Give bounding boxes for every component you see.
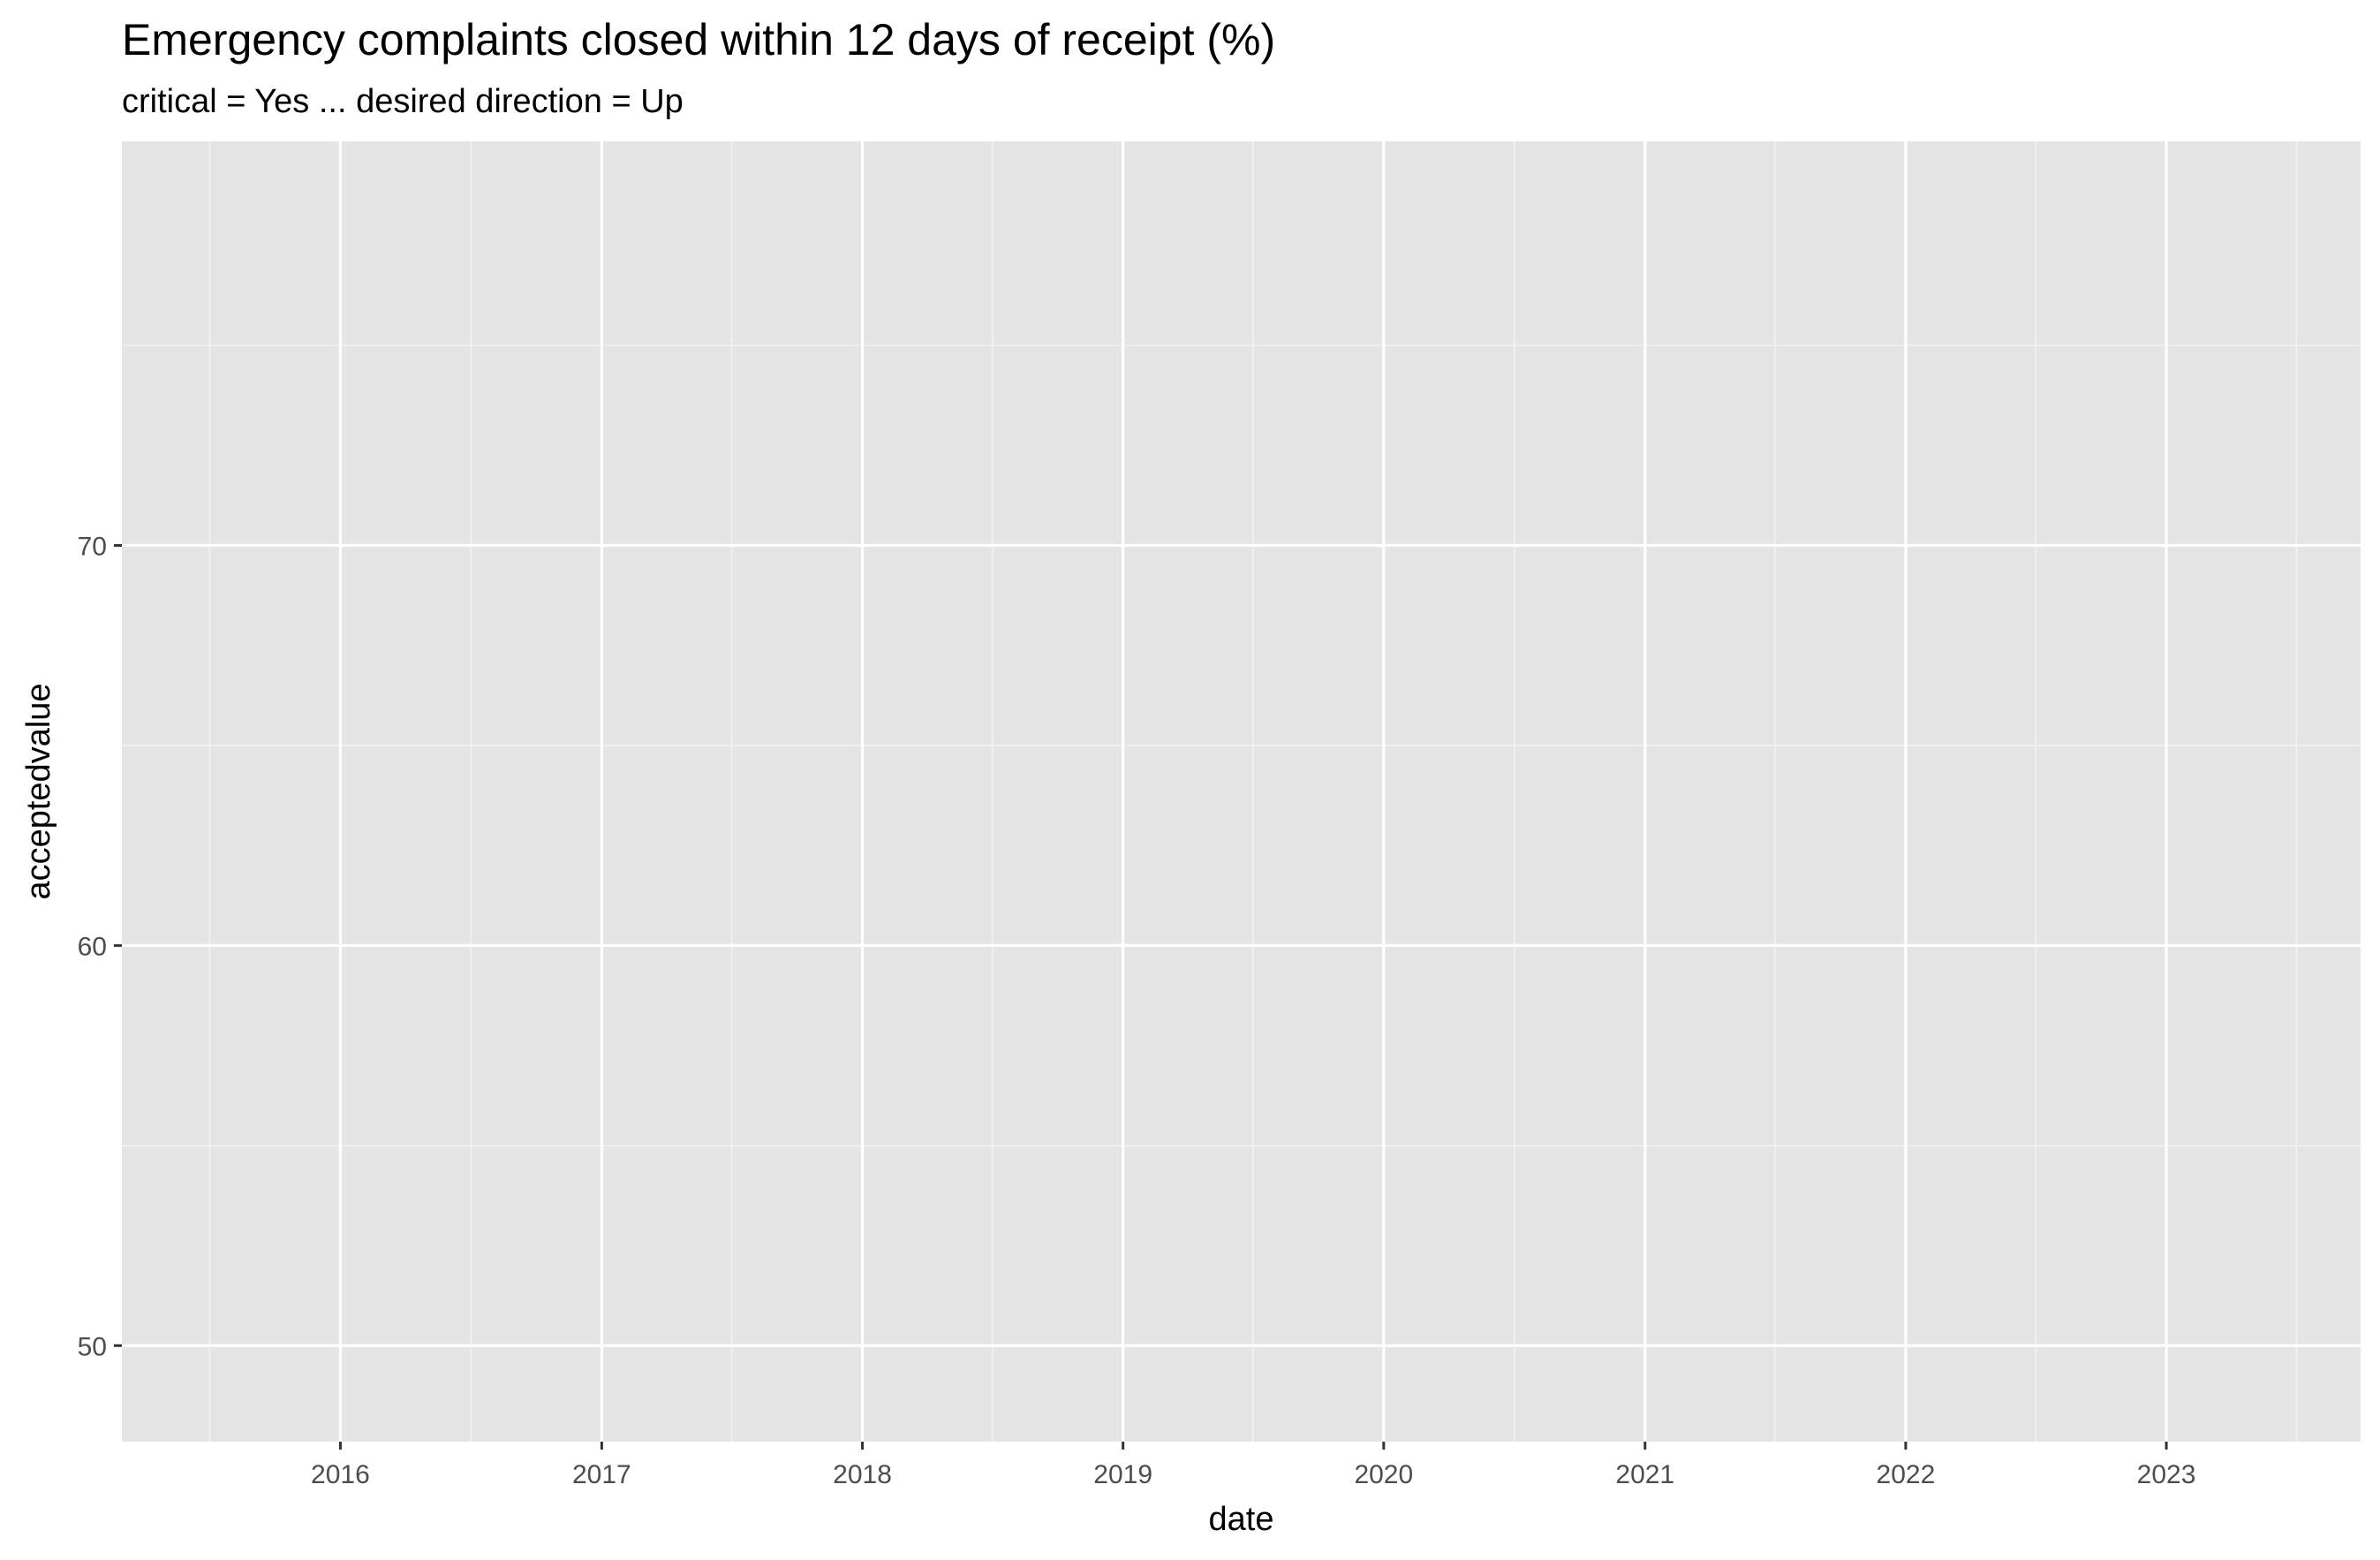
chart-subtitle: critical = Yes ... desired direction = U… <box>122 83 684 120</box>
x-tick-label: 2021 <box>1615 1460 1674 1489</box>
y-axis-title: acceptedvalue <box>20 683 57 899</box>
x-tick-label: 2017 <box>572 1460 631 1489</box>
major-gridlines <box>122 141 2361 1442</box>
x-axis-title: date <box>1209 1501 1274 1538</box>
x-tick-label: 2022 <box>1877 1460 1936 1489</box>
plot-panel <box>122 141 2361 1442</box>
x-tick-label: 2020 <box>1354 1460 1413 1489</box>
y-tick-label: 70 <box>78 532 107 561</box>
x-tick-label: 2018 <box>833 1460 892 1489</box>
x-tick-label: 2016 <box>311 1460 370 1489</box>
y-axis: 50 60 70 <box>78 532 122 1361</box>
y-tick-label: 60 <box>78 932 107 961</box>
chart-title: Emergency complaints closed within 12 da… <box>122 15 1275 64</box>
minor-gridlines <box>122 141 2361 1442</box>
y-tick-label: 50 <box>78 1332 107 1361</box>
x-tick-label: 2023 <box>2137 1460 2196 1489</box>
x-tick-label: 2019 <box>1093 1460 1152 1489</box>
x-axis: 2016 2017 2018 2019 2020 2021 2022 2023 <box>311 1442 2195 1489</box>
